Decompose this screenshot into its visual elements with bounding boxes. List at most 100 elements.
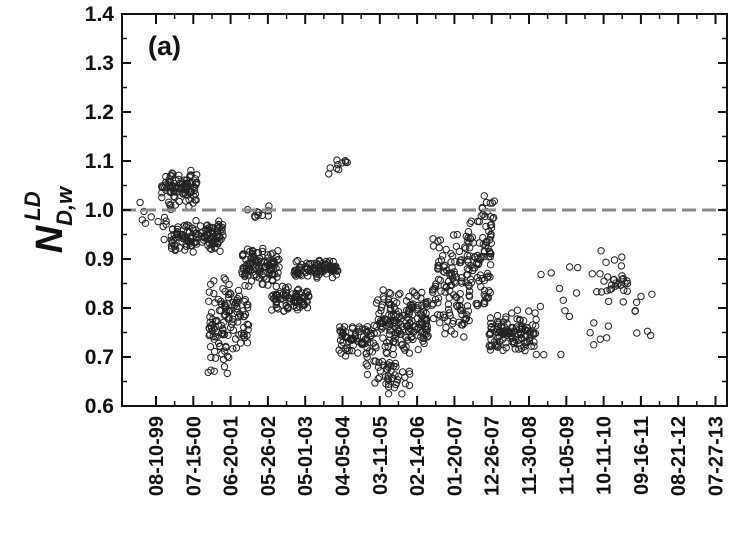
data-point	[456, 289, 464, 298]
y-tick-label: 1.1	[85, 150, 115, 173]
data-point	[466, 244, 474, 252]
data-point	[196, 222, 205, 230]
x-tick-label: 07-15-00	[183, 416, 205, 496]
data-point	[260, 273, 268, 281]
data-point	[600, 277, 608, 285]
data-point	[452, 301, 461, 310]
data-point	[452, 273, 461, 281]
data-point	[477, 254, 485, 262]
data-point	[401, 380, 410, 388]
data-point	[240, 323, 248, 332]
x-tick-label: 05-01-03	[295, 416, 317, 496]
data-point	[202, 222, 211, 230]
data-point	[429, 286, 437, 294]
data-point	[480, 297, 489, 305]
data-point	[244, 326, 252, 334]
data-point	[374, 363, 383, 371]
data-point	[391, 305, 399, 314]
data-point	[370, 357, 378, 365]
data-point	[597, 247, 605, 255]
data-point	[590, 319, 598, 327]
data-point	[381, 373, 390, 381]
data-point	[608, 281, 616, 289]
data-point	[180, 185, 189, 193]
data-point	[292, 290, 300, 298]
data-point	[389, 350, 397, 359]
data-point	[647, 331, 655, 340]
data-point	[516, 316, 524, 324]
data-point	[213, 239, 221, 248]
data-point	[486, 346, 495, 354]
data-point	[485, 341, 493, 350]
data-point	[337, 341, 346, 350]
data-point	[225, 280, 233, 289]
data-point	[414, 345, 422, 354]
data-point	[460, 333, 468, 341]
data-point	[385, 330, 394, 338]
data-point	[523, 324, 531, 332]
data-point	[314, 264, 322, 272]
data-point	[602, 258, 610, 266]
data-point	[477, 212, 485, 220]
data-point	[488, 199, 497, 207]
data-point	[508, 309, 516, 317]
data-point	[296, 264, 304, 272]
data-point	[523, 337, 531, 345]
data-point	[442, 323, 450, 332]
data-point	[168, 172, 176, 180]
data-point	[174, 223, 182, 231]
data-point	[486, 249, 494, 257]
data-point	[453, 230, 461, 239]
data-point	[493, 318, 502, 326]
data-point	[574, 263, 582, 272]
data-point	[185, 228, 194, 237]
data-point	[205, 331, 213, 340]
data-point	[430, 284, 438, 293]
data-point	[141, 219, 150, 228]
data-point	[463, 302, 472, 310]
data-point	[362, 360, 370, 368]
data-point	[480, 286, 489, 295]
data-point	[253, 248, 261, 257]
y-axis-label-superscript: LD	[20, 191, 45, 220]
data-point	[147, 213, 155, 221]
data-point	[216, 247, 224, 256]
y-tick-label: 0.6	[85, 395, 114, 418]
data-point	[241, 282, 249, 290]
data-point	[169, 170, 177, 178]
data-point	[255, 208, 263, 217]
data-point	[449, 274, 457, 283]
data-point	[158, 182, 166, 190]
data-point	[136, 198, 144, 207]
data-point	[442, 245, 450, 254]
data-point	[345, 346, 353, 355]
data-point	[525, 307, 533, 315]
data-point	[537, 270, 545, 279]
data-point	[394, 291, 403, 299]
data-point	[272, 291, 280, 299]
data-point	[305, 267, 313, 275]
data-point	[402, 297, 411, 305]
data-point	[343, 158, 351, 167]
data-point	[224, 331, 232, 339]
data-point	[486, 314, 495, 322]
data-point	[464, 256, 472, 264]
data-point	[464, 234, 472, 242]
data-point	[197, 232, 205, 241]
data-point	[494, 322, 502, 331]
y-tick-label: 0.7	[85, 346, 114, 369]
data-point	[263, 258, 271, 267]
data-point	[408, 332, 416, 341]
data-point	[440, 268, 449, 276]
data-point	[351, 333, 359, 341]
data-point	[381, 342, 389, 351]
data-point	[234, 318, 242, 326]
data-point	[441, 330, 449, 338]
data-point	[380, 295, 388, 303]
data-point	[181, 234, 190, 242]
data-point	[268, 269, 277, 278]
data-point	[609, 276, 618, 284]
data-point	[566, 263, 574, 271]
data-point	[395, 327, 403, 335]
data-point	[485, 287, 493, 295]
